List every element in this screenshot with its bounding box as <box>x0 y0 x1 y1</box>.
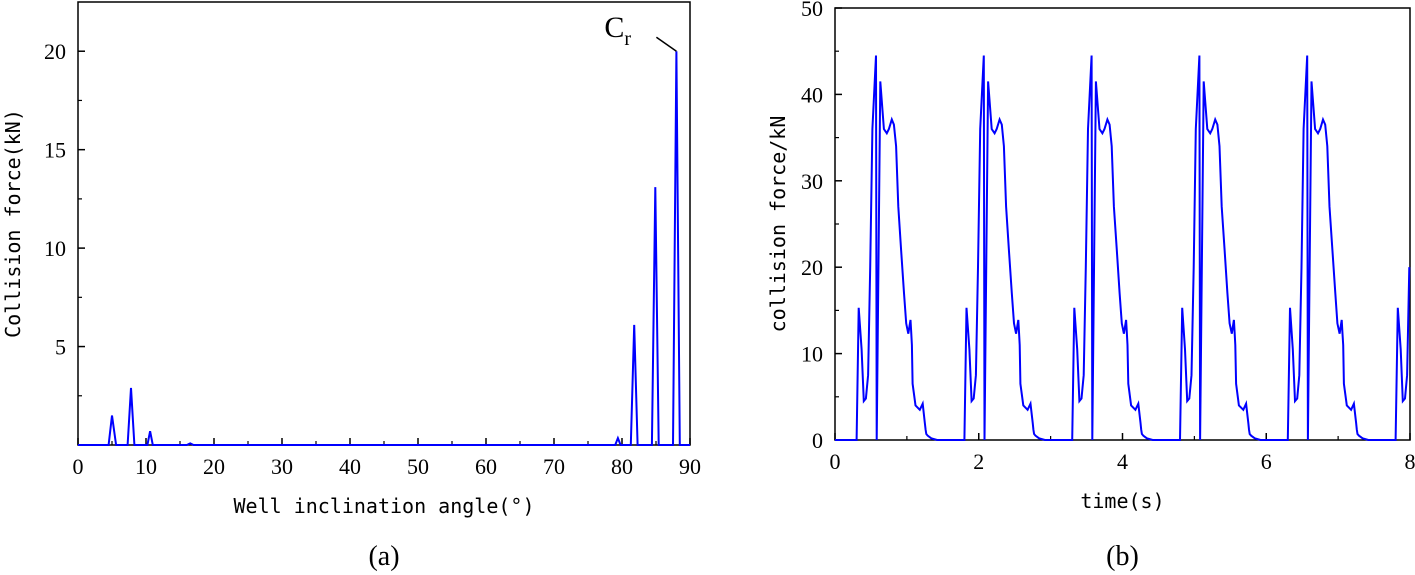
panel-b: 0 2 4 6 8 0 10 20 30 40 50 time(s) collision forc… <box>766 0 1415 572</box>
y-tick-label: 5 <box>55 335 66 360</box>
panel-b-y-axis-title: collision force/kN <box>766 116 790 333</box>
panel-a-caption: (a) <box>368 541 399 572</box>
y-tick-label: 30 <box>801 169 823 194</box>
y-tick-label: 20 <box>801 255 823 280</box>
panel-b-y-ticks: 0 10 20 30 40 50 <box>801 0 842 453</box>
panel-a-y-ticks: 5 10 15 20 <box>44 39 85 397</box>
panel-a-x-ticks: 0 10 20 30 40 50 60 70 80 90 <box>73 438 701 479</box>
x-tick-label: 20 <box>203 454 225 479</box>
x-tick-label: 0 <box>73 454 84 479</box>
annotation-subscript: r <box>624 28 631 50</box>
panel-b-series-line <box>835 55 1411 441</box>
panel-b-plot-frame <box>834 7 1411 441</box>
panel-b-x-ticks: 0 2 4 6 8 <box>830 433 1415 474</box>
panel-a-y-axis-title: Collision force(kN) <box>1 109 25 338</box>
x-tick-label: 50 <box>407 454 429 479</box>
panel-b-caption: (b) <box>1106 541 1139 572</box>
panel-a-annotation-leader <box>655 36 677 52</box>
annotation-main: C <box>604 11 624 44</box>
panel-a-annotation: Cr <box>604 11 631 50</box>
x-tick-label: 60 <box>475 454 497 479</box>
x-tick-label: 30 <box>271 454 293 479</box>
panel-a-series-line <box>78 51 690 446</box>
y-tick-label: 50 <box>801 0 823 21</box>
y-tick-label: 15 <box>44 138 66 163</box>
y-tick-label: 20 <box>44 39 66 64</box>
x-tick-label: 70 <box>543 454 565 479</box>
x-tick-label: 0 <box>830 449 841 474</box>
panel-a: 0 10 20 30 40 50 60 70 80 90 5 10 15 20 Cr Well incl… <box>1 1 701 572</box>
x-tick-label: 6 <box>1261 449 1272 474</box>
x-tick-label: 10 <box>135 454 157 479</box>
y-tick-label: 10 <box>801 342 823 367</box>
y-tick-label: 0 <box>812 428 823 453</box>
panel-a-x-axis-title: Well inclination angle(°) <box>233 494 534 518</box>
x-tick-label: 8 <box>1405 449 1415 474</box>
x-tick-label: 2 <box>973 449 984 474</box>
x-tick-label: 40 <box>339 454 361 479</box>
x-tick-label: 90 <box>679 454 701 479</box>
y-tick-label: 10 <box>44 236 66 261</box>
panel-a-plot-frame <box>77 1 691 446</box>
y-tick-label: 40 <box>801 82 823 107</box>
x-tick-label: 80 <box>611 454 633 479</box>
x-tick-label: 4 <box>1117 449 1128 474</box>
panel-b-x-axis-title: time(s) <box>1080 489 1164 513</box>
